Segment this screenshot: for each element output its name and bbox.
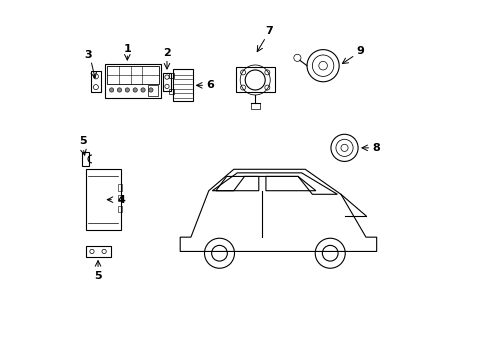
Circle shape (117, 88, 122, 92)
Text: 4: 4 (117, 195, 125, 204)
Bar (173, 69, 192, 102)
Text: 8: 8 (372, 143, 380, 153)
Circle shape (109, 88, 114, 92)
Bar (105, 64, 160, 98)
Circle shape (148, 88, 153, 92)
Bar (148, 85, 158, 96)
Bar (82, 152, 89, 166)
Circle shape (133, 88, 137, 92)
Bar (107, 66, 159, 84)
Bar (85, 246, 110, 257)
Text: 3: 3 (84, 50, 92, 60)
Text: 5: 5 (94, 271, 102, 281)
Bar (163, 73, 171, 91)
Text: 6: 6 (206, 80, 214, 90)
Text: 7: 7 (265, 26, 273, 36)
Text: 2: 2 (163, 48, 170, 58)
Bar (169, 89, 173, 94)
Text: 9: 9 (356, 46, 364, 57)
Bar (250, 103, 259, 109)
Text: 5: 5 (79, 136, 87, 147)
Text: 1: 1 (123, 44, 131, 54)
Bar (169, 73, 173, 78)
Bar (85, 169, 121, 230)
Bar (118, 206, 122, 212)
Circle shape (141, 88, 145, 92)
Bar (91, 71, 101, 93)
Circle shape (125, 88, 129, 92)
Bar (118, 184, 122, 191)
Bar (118, 195, 122, 202)
Bar (235, 67, 274, 93)
